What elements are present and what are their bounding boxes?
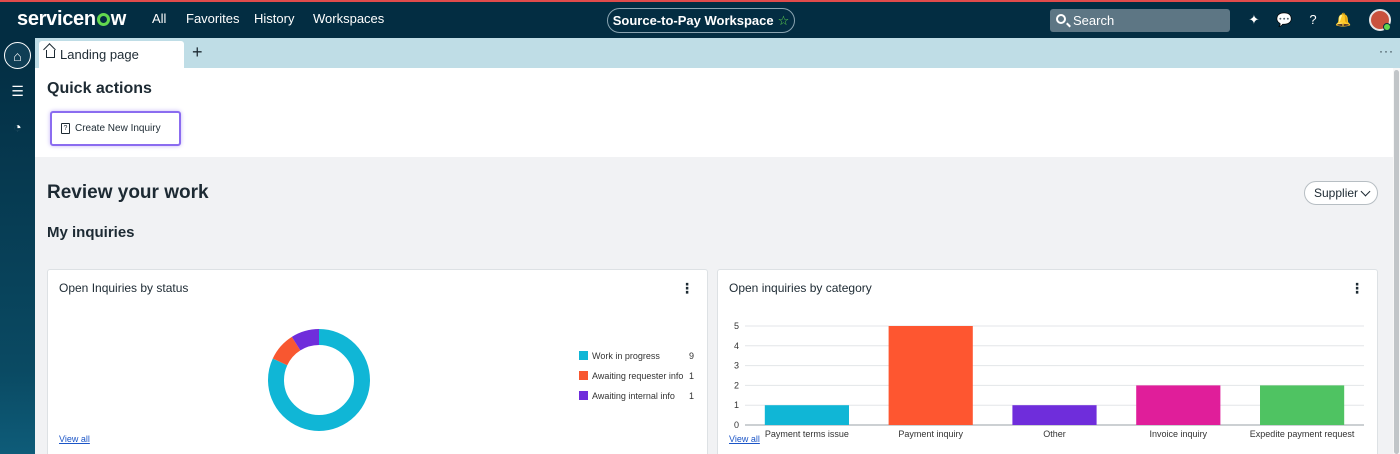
nav-all[interactable]: All — [152, 11, 167, 26]
workspace-switcher[interactable]: Source-to-Pay Workspace ☆ — [607, 8, 795, 33]
y-tick-label: 5 — [734, 321, 739, 331]
y-tick-label: 3 — [734, 361, 739, 371]
home-icon — [46, 50, 55, 58]
y-tick-label: 1 — [734, 400, 739, 410]
legend-count: 9 — [689, 351, 695, 361]
donut-chart — [268, 329, 370, 431]
bar[interactable] — [888, 326, 973, 425]
nav-favorites[interactable]: Favorites — [186, 11, 240, 26]
x-tick-label: Payment terms issue — [765, 429, 849, 439]
top-navigation: servicen w All Favorites History Workspac… — [0, 0, 1400, 38]
category-view-all-link[interactable]: View all — [729, 434, 760, 444]
x-tick-label: Payment inquiry — [898, 429, 963, 439]
x-tick-label: Expedite payment request — [1250, 429, 1355, 439]
review-title: Review your work — [47, 182, 209, 203]
status-view-all-link[interactable]: View all — [59, 434, 90, 444]
dashboard-gauge-icon[interactable]: ◔ — [13, 119, 22, 135]
bar-chart: 0 1 2 3 4 5 Payment terms issue Payment inquiry… — [734, 321, 1364, 439]
search-placeholder: Search — [1073, 13, 1115, 28]
notification-bell-icon[interactable]: 🔔 — [1335, 12, 1352, 27]
category-card-title: Open inquiries by category — [729, 281, 872, 295]
supplier-filter-label: Supplier — [1314, 186, 1359, 200]
status-card-title: Open Inquiries by status — [59, 281, 189, 295]
kebab-menu-icon[interactable]: ⋮ — [680, 280, 694, 296]
chevron-down-icon — [1360, 186, 1371, 197]
nav-workspaces[interactable]: Workspaces — [313, 11, 385, 26]
tab-landing-page[interactable]: Landing page — [39, 41, 184, 68]
x-tick-label: Invoice inquiry — [1150, 429, 1208, 439]
create-new-inquiry-button[interactable]: ? Create New Inquiry — [50, 111, 181, 146]
help-icon[interactable]: ? — [1309, 12, 1317, 27]
global-search-input[interactable]: Search — [1050, 9, 1230, 32]
y-tick-label: 0 — [734, 420, 739, 430]
workspace-name: Source-to-Pay Workspace — [612, 13, 774, 28]
create-inquiry-label: Create New Inquiry — [75, 123, 161, 134]
more-options-icon[interactable]: ··· — [1379, 44, 1394, 58]
bar[interactable] — [1012, 405, 1097, 425]
legend-count: 1 — [689, 391, 695, 401]
x-tick-label: Other — [1043, 429, 1066, 439]
tab-bar: Landing page + ··· — [35, 38, 1400, 68]
scrollbar-thumb[interactable] — [1394, 70, 1399, 454]
category-card: Open inquiries by category ⋮ 0 1 2 3 4 5 Payme… — [717, 269, 1378, 454]
search-icon — [1056, 14, 1066, 24]
y-tick-label: 2 — [734, 380, 739, 390]
bar[interactable] — [764, 405, 849, 425]
legend-swatch — [579, 391, 588, 400]
my-inquiries-title: My inquiries — [47, 224, 135, 241]
legend-label: Work in progress — [592, 351, 660, 361]
bar[interactable] — [1260, 385, 1345, 425]
star-icon[interactable]: ☆ — [777, 13, 790, 28]
add-tab-button[interactable]: + — [192, 42, 203, 62]
document-icon: ? — [61, 123, 70, 134]
list-icon[interactable]: ☰ — [11, 83, 24, 99]
quick-actions-panel: Quick actions ? Create New Inquiry — [35, 68, 1393, 157]
status-card: Open Inquiries by status ⋮ Work in progr… — [47, 269, 708, 454]
bar[interactable] — [1136, 385, 1221, 425]
sparkle-icon[interactable]: ✦ — [1248, 12, 1260, 27]
legend-swatch — [579, 371, 588, 380]
supplier-filter-dropdown[interactable]: Supplier — [1304, 181, 1378, 205]
donut-slice[interactable] — [268, 329, 370, 431]
legend-count: 1 — [689, 371, 695, 381]
online-status-icon — [1383, 23, 1391, 31]
legend-swatch — [579, 351, 588, 360]
left-rail: ⌂ ☰ ◔ — [0, 38, 35, 454]
user-avatar[interactable] — [1369, 9, 1391, 31]
legend-label: Awaiting requester info — [592, 371, 684, 381]
chat-icon[interactable]: 💬 — [1276, 12, 1293, 27]
tab-label: Landing page — [60, 47, 139, 62]
servicenow-logo[interactable]: servicen w — [17, 8, 127, 30]
home-icon[interactable]: ⌂ — [4, 42, 31, 69]
legend-label: Awaiting internal info — [592, 391, 675, 401]
nav-history[interactable]: History — [254, 11, 295, 26]
y-tick-label: 4 — [734, 341, 739, 351]
quick-actions-title: Quick actions — [47, 80, 152, 97]
